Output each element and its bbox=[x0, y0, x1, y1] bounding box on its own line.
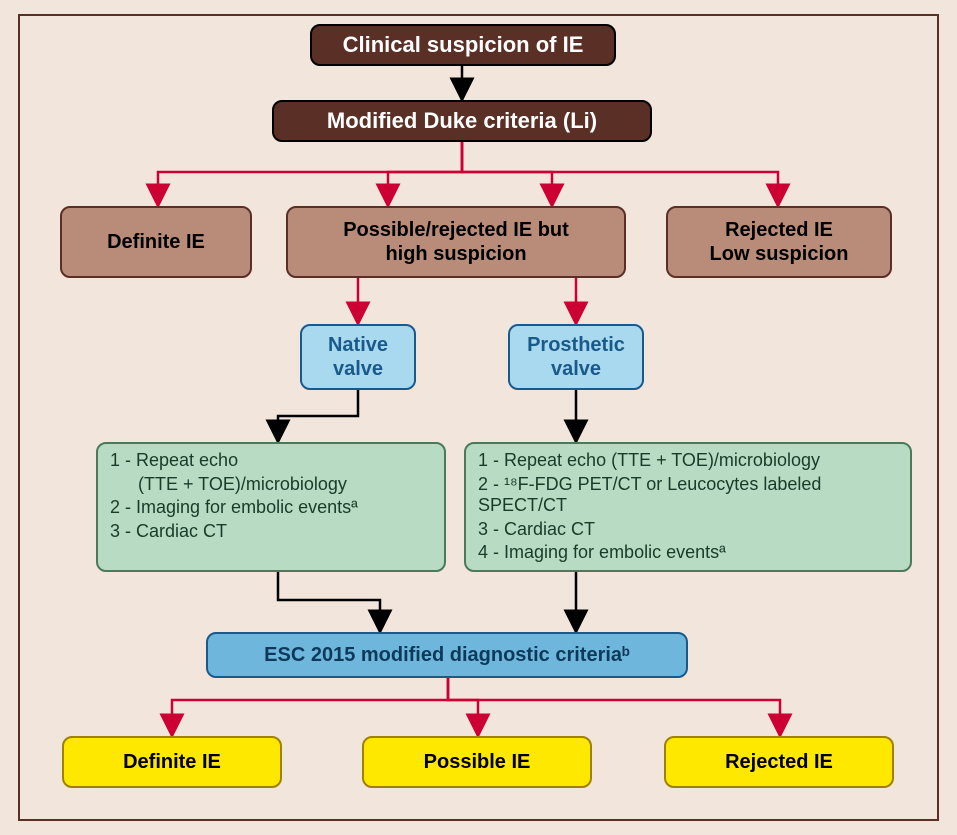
label: Modified Duke criteria (Li) bbox=[327, 108, 597, 134]
label: ESC 2015 modified diagnostic criteriaᵇ bbox=[264, 643, 630, 667]
node-modified-duke: Modified Duke criteria (Li) bbox=[272, 100, 652, 142]
label-line2: valve bbox=[328, 357, 388, 381]
node-result-rejected: Rejected IE bbox=[664, 736, 894, 788]
label-line2: high suspicion bbox=[343, 242, 569, 266]
label-line1: Possible/rejected IE but bbox=[343, 218, 569, 242]
label: Clinical suspicion of IE bbox=[343, 32, 584, 58]
label: Rejected IE bbox=[725, 750, 833, 774]
node-rejected-low: Rejected IE Low suspicion bbox=[666, 206, 892, 278]
label-line2: Low suspicion bbox=[710, 242, 849, 266]
node-esc-criteria: ESC 2015 modified diagnostic criteriaᵇ bbox=[206, 632, 688, 678]
label: Possible IE bbox=[424, 750, 531, 774]
node-clinical-suspicion: Clinical suspicion of IE bbox=[310, 24, 616, 66]
node-possible-rejected: Possible/rejected IE but high suspicion bbox=[286, 206, 626, 278]
step-line: 3 - Cardiac CT bbox=[110, 521, 358, 543]
node-result-possible: Possible IE bbox=[362, 736, 592, 788]
step-line: 3 - Cardiac CT bbox=[478, 519, 898, 541]
node-native-valve: Native valve bbox=[300, 324, 416, 390]
label-line2: valve bbox=[527, 357, 625, 381]
label-line1: Rejected IE bbox=[710, 218, 849, 242]
step-line: 1 - Repeat echo (TTE + TOE)/microbiology bbox=[478, 450, 898, 472]
label-line1: Prosthetic bbox=[527, 333, 625, 357]
node-result-definite: Definite IE bbox=[62, 736, 282, 788]
step-line: (TTE + TOE)/microbiology bbox=[110, 474, 358, 496]
flowchart-canvas: Clinical suspicion of IE Modified Duke c… bbox=[18, 14, 939, 821]
label: Definite IE bbox=[123, 750, 221, 774]
label-line1: Native bbox=[328, 333, 388, 357]
edge bbox=[462, 142, 778, 206]
edge bbox=[448, 678, 478, 736]
edge bbox=[278, 390, 358, 442]
node-native-steps: 1 - Repeat echo(TTE + TOE)/microbiology2… bbox=[96, 442, 446, 572]
edge bbox=[448, 678, 780, 736]
edge bbox=[388, 142, 462, 206]
step-line: 4 - Imaging for embolic eventsª bbox=[478, 542, 898, 564]
label: Definite IE bbox=[107, 230, 205, 254]
node-definite-ie: Definite IE bbox=[60, 206, 252, 278]
step-line: 1 - Repeat echo bbox=[110, 450, 358, 472]
edge bbox=[462, 142, 552, 206]
step-line: 2 - ¹⁸F-FDG PET/CT or Leucocytes labeled… bbox=[478, 474, 898, 517]
step-line: 2 - Imaging for embolic eventsª bbox=[110, 497, 358, 519]
edge bbox=[158, 142, 462, 206]
edge bbox=[278, 572, 380, 632]
edge bbox=[172, 678, 448, 736]
node-prosthetic-steps: 1 - Repeat echo (TTE + TOE)/microbiology… bbox=[464, 442, 912, 572]
node-prosthetic-valve: Prosthetic valve bbox=[508, 324, 644, 390]
